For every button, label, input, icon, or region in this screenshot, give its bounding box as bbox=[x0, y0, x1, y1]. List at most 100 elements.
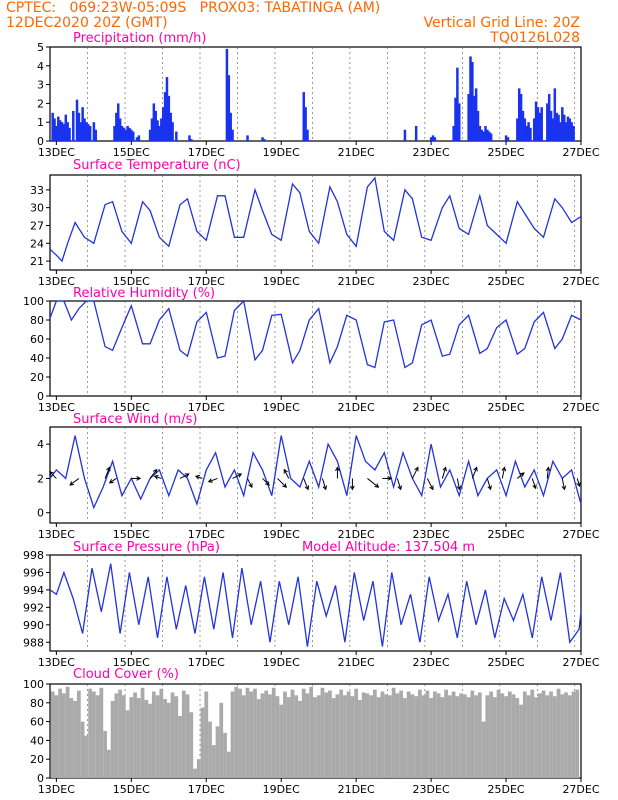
x-tick-label: 19DEC bbox=[263, 783, 300, 796]
precip-bar bbox=[564, 122, 568, 141]
precip-bar bbox=[456, 67, 459, 141]
precip-bar bbox=[188, 135, 191, 141]
x-tick-label: 23DEC bbox=[413, 275, 450, 288]
x-tick-label: 19DEC bbox=[263, 146, 300, 159]
cloud-bar bbox=[148, 703, 152, 778]
cloud-bar bbox=[492, 697, 497, 778]
precip-bar bbox=[53, 118, 56, 141]
wind-arrow bbox=[441, 467, 447, 479]
precip-bar bbox=[229, 112, 232, 141]
precip-bar bbox=[536, 107, 540, 141]
precip-bar bbox=[55, 125, 58, 141]
cloud-bar bbox=[166, 702, 171, 778]
series-line bbox=[49, 299, 582, 369]
precip-bar bbox=[85, 122, 88, 141]
cloud-bar bbox=[354, 688, 359, 778]
precip-bar bbox=[131, 131, 135, 141]
x-tick-label: 17DEC bbox=[188, 783, 225, 796]
cloud-bar bbox=[144, 699, 149, 778]
wind-arrow-head bbox=[248, 483, 253, 489]
precip-bar bbox=[529, 127, 532, 141]
y-tick-label: 988 bbox=[23, 636, 44, 649]
wind-arrow bbox=[396, 478, 402, 490]
cloud-bar bbox=[208, 721, 212, 778]
panel-temperature: 21 24 27 30 33 13DEC 15DEC 17DEC 19DEC 21DEC 23DEC… bbox=[30, 158, 600, 288]
cloud-bar bbox=[118, 689, 122, 778]
cloud-bar bbox=[249, 691, 254, 778]
cloud-bar bbox=[373, 689, 377, 778]
precip-bar bbox=[94, 129, 98, 141]
cloud-bar bbox=[477, 692, 482, 778]
precip-bar bbox=[403, 129, 407, 141]
precip-bar bbox=[431, 135, 435, 141]
y-tick-label: 30 bbox=[30, 202, 44, 215]
precip-bar bbox=[474, 88, 478, 141]
cloud-bar bbox=[286, 697, 291, 778]
header-grid-line: Vertical Grid Line: 20Z bbox=[423, 15, 580, 31]
x-tick-label: 21DEC bbox=[338, 783, 375, 796]
y-tick-label: 100 bbox=[23, 678, 44, 691]
series-line bbox=[49, 563, 582, 647]
precip-bar bbox=[68, 127, 71, 141]
precip-bar bbox=[519, 94, 523, 141]
precip-bar bbox=[306, 129, 309, 141]
cloud-bar bbox=[564, 692, 568, 778]
y-tick-label: 2 bbox=[37, 97, 44, 110]
precip-bar bbox=[126, 125, 129, 141]
cloud-bar bbox=[417, 689, 422, 778]
cloud-bar bbox=[151, 691, 156, 778]
y-tick-label: 990 bbox=[23, 619, 44, 632]
cloud-bar bbox=[440, 697, 445, 778]
precip-bar bbox=[561, 107, 564, 141]
y-tick-label: 998 bbox=[23, 549, 44, 562]
cloud-bar bbox=[73, 700, 77, 778]
cloud-bar bbox=[215, 726, 220, 778]
cloud-bar bbox=[320, 687, 325, 778]
wind-arrow bbox=[516, 472, 525, 479]
wind-arrow bbox=[501, 467, 505, 479]
cloud-bar bbox=[189, 712, 194, 778]
wind-arrow-head bbox=[282, 483, 288, 488]
cloud-bar bbox=[106, 749, 111, 778]
cloud-bar bbox=[238, 688, 242, 778]
cloud-bar bbox=[414, 696, 418, 778]
wind-arrow-head bbox=[152, 468, 158, 474]
precip-bar bbox=[137, 135, 141, 141]
wind-arrow-head bbox=[397, 485, 402, 491]
cloud-bar bbox=[504, 696, 508, 778]
precip-bar bbox=[562, 114, 566, 141]
cloud-bar bbox=[283, 691, 287, 778]
wind-arrow-head bbox=[532, 484, 537, 490]
y-tick-label: 80 bbox=[30, 314, 44, 327]
precip-bar bbox=[154, 110, 157, 141]
precip-bar bbox=[79, 122, 83, 141]
precip-bar bbox=[534, 101, 538, 141]
series-line bbox=[49, 176, 582, 263]
precip-bar bbox=[57, 116, 60, 141]
precip-bar bbox=[83, 118, 86, 141]
precip-bar bbox=[190, 139, 193, 141]
precip-bar bbox=[261, 137, 264, 141]
x-tick-label: 25DEC bbox=[487, 275, 524, 288]
cloud-bar bbox=[324, 692, 329, 778]
y-tick-label: 0 bbox=[37, 507, 44, 520]
cloud-bar bbox=[223, 732, 227, 778]
cloud-bar bbox=[234, 686, 239, 778]
x-tick-label: 27DEC bbox=[562, 401, 599, 414]
panel-frame bbox=[49, 174, 582, 271]
precip-bar bbox=[471, 62, 474, 141]
wind-arrow bbox=[471, 467, 478, 479]
precip-bar bbox=[482, 131, 485, 141]
precip-bar bbox=[527, 122, 530, 141]
precip-bar bbox=[135, 137, 139, 141]
cloud-bar bbox=[241, 695, 246, 778]
cloud-bar bbox=[136, 698, 141, 778]
cloud-bar bbox=[365, 693, 370, 778]
cloud-bar bbox=[346, 691, 351, 778]
cloud-bar bbox=[466, 697, 471, 778]
precip-bar bbox=[517, 88, 521, 141]
x-tick-label: 19DEC bbox=[263, 656, 300, 669]
precip-bar bbox=[161, 107, 165, 141]
panel-frame bbox=[49, 426, 582, 524]
